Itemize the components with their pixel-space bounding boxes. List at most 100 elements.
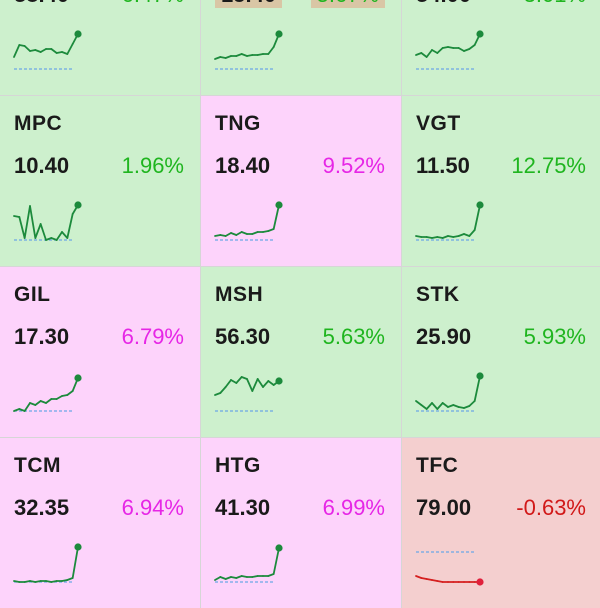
stock-tile[interactable]: 34.00 3.01% (402, 0, 600, 95)
sparkline-segment (267, 46, 275, 55)
stock-tile[interactable]: HTG 41.30 6.99% (201, 438, 401, 608)
sparkline-segment (420, 52, 428, 58)
sparkline-segment (214, 234, 222, 237)
sparkline-segment (240, 231, 248, 235)
stock-price: 56.30 (215, 324, 271, 349)
sparkline-last-point (74, 30, 82, 38)
sparkline-segment (39, 223, 47, 241)
stock-change-percent: 6.94% (121, 495, 184, 520)
sparkline-segment (224, 379, 232, 388)
stock-change-percent: 6.47% (122, 0, 184, 8)
sparkline-segment (267, 573, 275, 577)
change-highlight: 5.67% (310, 0, 385, 8)
stock-symbol: TNG (215, 112, 261, 135)
sparkline-segment (235, 575, 243, 579)
sparkline-segment (463, 48, 471, 52)
sparkline-segment (262, 380, 270, 388)
sparkline-segment (436, 236, 444, 239)
stock-symbol: TCM (14, 454, 61, 477)
sparkline-segment (29, 402, 37, 406)
sparkline-segment (29, 49, 37, 52)
stock-tile[interactable]: 38.40 6.47% (0, 0, 200, 95)
stock-tile[interactable]: STK 25.90 5.93% (402, 267, 600, 437)
sparkline-chart (214, 376, 283, 412)
sparkline-segment (251, 575, 259, 578)
stock-change-percent: 1.96% (121, 153, 184, 178)
sparkline-segment (272, 204, 280, 230)
sparkline-segment (50, 48, 58, 54)
sparkline-last-point (275, 377, 283, 385)
stock-tile[interactable]: TCM 32.35 6.94% (0, 438, 200, 608)
sparkline-segment (34, 223, 42, 239)
stock-tile[interactable]: 15.40 5.67% (201, 0, 401, 95)
stock-price: 17.30 (14, 324, 70, 349)
sparkline-segment (463, 405, 471, 409)
sparkline-segment (18, 216, 26, 239)
sparkline-segment (214, 56, 222, 60)
sparkline-segment (23, 45, 31, 52)
sparkline-segment (29, 205, 37, 239)
sparkline-segment (240, 376, 248, 380)
sparkline-chart (415, 551, 484, 586)
stock-tile[interactable]: GIL 17.30 6.79% (0, 267, 200, 437)
sparkline-segment (219, 386, 227, 394)
sparkline-segment (39, 48, 47, 53)
sparkline-segment (441, 402, 449, 408)
sparkline-segment (457, 233, 465, 237)
sparkline-segment (246, 378, 254, 392)
sparkline-segment (219, 56, 227, 59)
sparkline-segment (468, 400, 476, 407)
sparkline-last-point (74, 201, 82, 209)
sparkline-last-point (476, 578, 484, 586)
sparkline-segment (45, 580, 53, 583)
sparkline-chart (13, 30, 82, 70)
sparkline-segment (267, 228, 275, 232)
stock-tile[interactable]: TNG 18.40 9.52% (201, 96, 401, 266)
sparkline-segment (66, 43, 74, 55)
sparkline-segment (13, 408, 21, 412)
sparkline-segment (29, 580, 37, 583)
sparkline-chart (415, 30, 484, 70)
stock-tile[interactable]: MSH 56.30 5.63% (201, 267, 401, 437)
sparkline-segment (447, 404, 455, 408)
stock-tile[interactable]: MPC 10.40 1.96% (0, 96, 200, 266)
stock-symbol: STK (416, 283, 460, 306)
stock-price: 10.40 (14, 153, 70, 178)
stock-tile[interactable]: VGT 11.50 12.75% (402, 96, 600, 266)
sparkline-chart (13, 374, 82, 412)
sparkline-segment (13, 44, 21, 58)
sparkline-last-point (275, 30, 283, 38)
sparkline-segment (55, 395, 63, 400)
stock-price: 32.35 (14, 495, 70, 520)
sparkline-segment (463, 233, 471, 237)
sparkline-chart (214, 544, 283, 583)
stock-price: 41.30 (215, 495, 271, 520)
sparkline-segment (447, 46, 455, 49)
sparkline-segment (473, 375, 481, 402)
stock-tile[interactable]: TFC 79.00 -0.63% (402, 438, 600, 608)
sparkline-segment (224, 55, 232, 59)
stock-change-percent: 6.79% (121, 324, 184, 349)
sparkline-segment (262, 230, 270, 233)
sparkline-segment (61, 394, 69, 397)
sparkline-segment (420, 404, 428, 410)
sparkline-segment (214, 392, 222, 396)
stock-price: 79.00 (416, 495, 472, 520)
sparkline-segment (55, 231, 63, 241)
sparkline-segment (468, 44, 476, 50)
sparkline-last-point (74, 374, 82, 382)
sparkline-segment (436, 580, 444, 583)
sparkline-segment (256, 53, 264, 56)
sparkline-segment (50, 580, 58, 583)
sparkline-segment (415, 575, 423, 579)
stock-price: 25.90 (416, 324, 472, 349)
sparkline-segment (468, 229, 476, 237)
stock-price: 34.00 (416, 0, 471, 8)
stock-price: 11.50 (416, 153, 470, 178)
sparkline-segment (431, 49, 439, 54)
sparkline-segment (425, 402, 433, 410)
sparkline-segment (256, 378, 264, 388)
sparkline-segment (224, 232, 232, 237)
sparkline-segment (441, 235, 449, 239)
stock-price: 18.40 (215, 153, 271, 178)
